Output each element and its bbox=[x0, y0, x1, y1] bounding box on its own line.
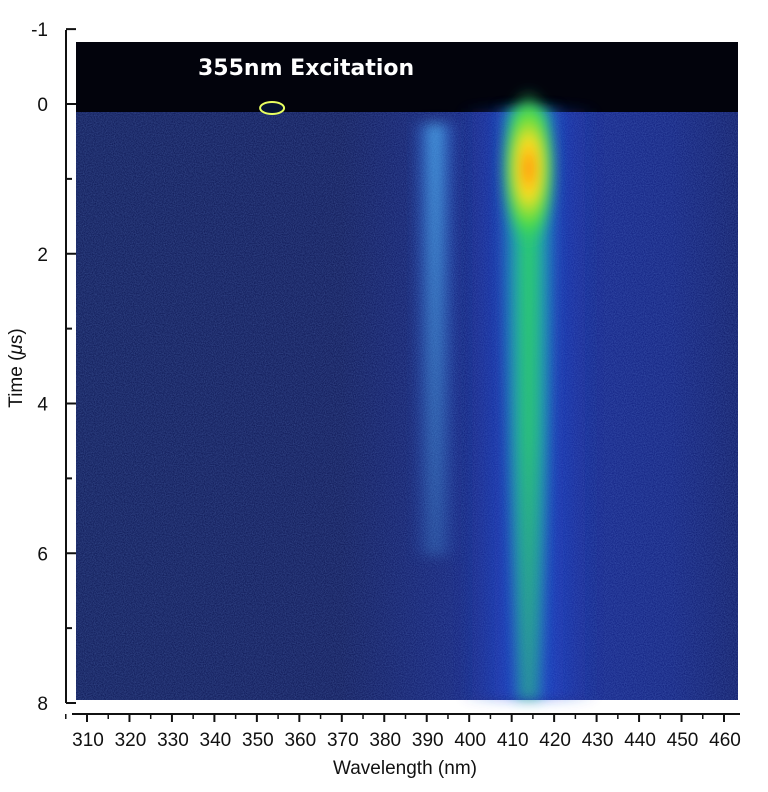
y-axis-label: Time (μs) bbox=[6, 328, 27, 407]
y-axis-label-mu: μ bbox=[6, 344, 27, 356]
x-tick-label: 460 bbox=[709, 730, 741, 751]
x-tick-label: 310 bbox=[72, 730, 104, 751]
emission-band-weak bbox=[411, 123, 460, 556]
x-tick-label: 350 bbox=[242, 730, 274, 751]
y-tick-label: 6 bbox=[37, 544, 48, 565]
emission-bands bbox=[411, 88, 599, 700]
emission-peak bbox=[500, 88, 557, 249]
x-ticks: 310 320 330 340 350 360 370 380 390 400 410 420 430 4… bbox=[65, 714, 741, 751]
x-tick-label: 420 bbox=[539, 730, 571, 751]
heatmap-image bbox=[76, 42, 738, 700]
laser-scatter-mark bbox=[259, 101, 286, 115]
x-tick-label: 360 bbox=[284, 730, 316, 751]
emission-band-strong bbox=[494, 108, 563, 700]
y-ticks: -1 0 2 4 6 8 bbox=[31, 20, 76, 715]
x-tick-label: 390 bbox=[412, 730, 444, 751]
x-tick-label: 450 bbox=[667, 730, 699, 751]
x-tick-label: 430 bbox=[582, 730, 614, 751]
y-axis-label-prefix: Time ( bbox=[6, 354, 27, 408]
x-tick-label: 340 bbox=[200, 730, 232, 751]
x-tick-label: 410 bbox=[497, 730, 529, 751]
y-tick-label: -1 bbox=[31, 20, 48, 41]
x-tick-label: 440 bbox=[624, 730, 656, 751]
x-tick-label: 370 bbox=[327, 730, 359, 751]
y-axis-label-suffix: s) bbox=[6, 328, 27, 344]
heatmap-noise bbox=[76, 42, 738, 700]
y-tick-label: 4 bbox=[37, 395, 48, 416]
y-tick-label: 2 bbox=[37, 245, 48, 266]
x-axis-label: Wavelength (nm) bbox=[333, 758, 477, 779]
x-tick-label: 330 bbox=[157, 730, 189, 751]
x-tick-label: 380 bbox=[369, 730, 401, 751]
x-tick-label: 400 bbox=[454, 730, 486, 751]
excitation-annotation: 355nm Excitation bbox=[198, 56, 414, 81]
y-tick-label: 8 bbox=[37, 694, 48, 715]
laser-scatter-spot bbox=[259, 101, 286, 115]
axes: -1 0 2 4 6 8 310 320 330 340 350 360 370 380 390 400 41… bbox=[31, 20, 741, 751]
y-tick-label: 0 bbox=[37, 95, 48, 116]
pre-excitation-region bbox=[76, 42, 738, 112]
x-tick-label: 320 bbox=[115, 730, 147, 751]
